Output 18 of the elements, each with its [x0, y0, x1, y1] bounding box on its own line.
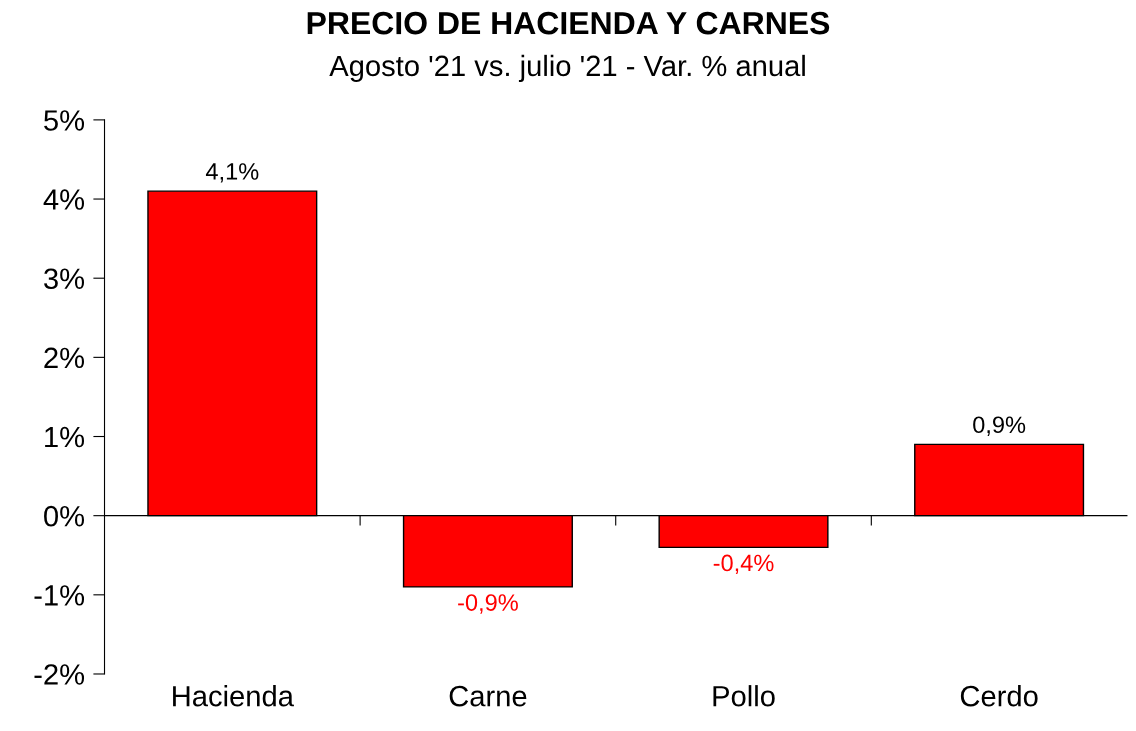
data-label: -0,9% [458, 594, 518, 614]
y-tick-label: 1% [45, 426, 85, 448]
y-tick-label: -1% [34, 585, 85, 606]
y-tick-label: 0% [44, 505, 85, 527]
x-tick-label: Pollo [713, 685, 775, 707]
y-tick-label: 5% [44, 110, 85, 131]
x-tick-label: Hacienda [173, 685, 294, 707]
data-label: 4,1% [205, 163, 259, 183]
chart-title: PRECIO DE HACIENDA Y CARNES [307, 11, 830, 35]
x-tick-label: Carne [449, 685, 527, 707]
data-label: 0,9% [973, 416, 1026, 436]
chart-subtitle: Agosto '21 vs. julio '21 - Var. % anual [329, 54, 805, 83]
y-tick-label: 2% [44, 347, 85, 369]
x-tick-label: Cerdo [960, 685, 1038, 707]
y-tick-label: 3% [44, 268, 85, 290]
y-tick-label: 4% [43, 189, 85, 210]
data-label: -0,4% [713, 554, 774, 575]
y-tick-label: -2% [34, 664, 85, 685]
